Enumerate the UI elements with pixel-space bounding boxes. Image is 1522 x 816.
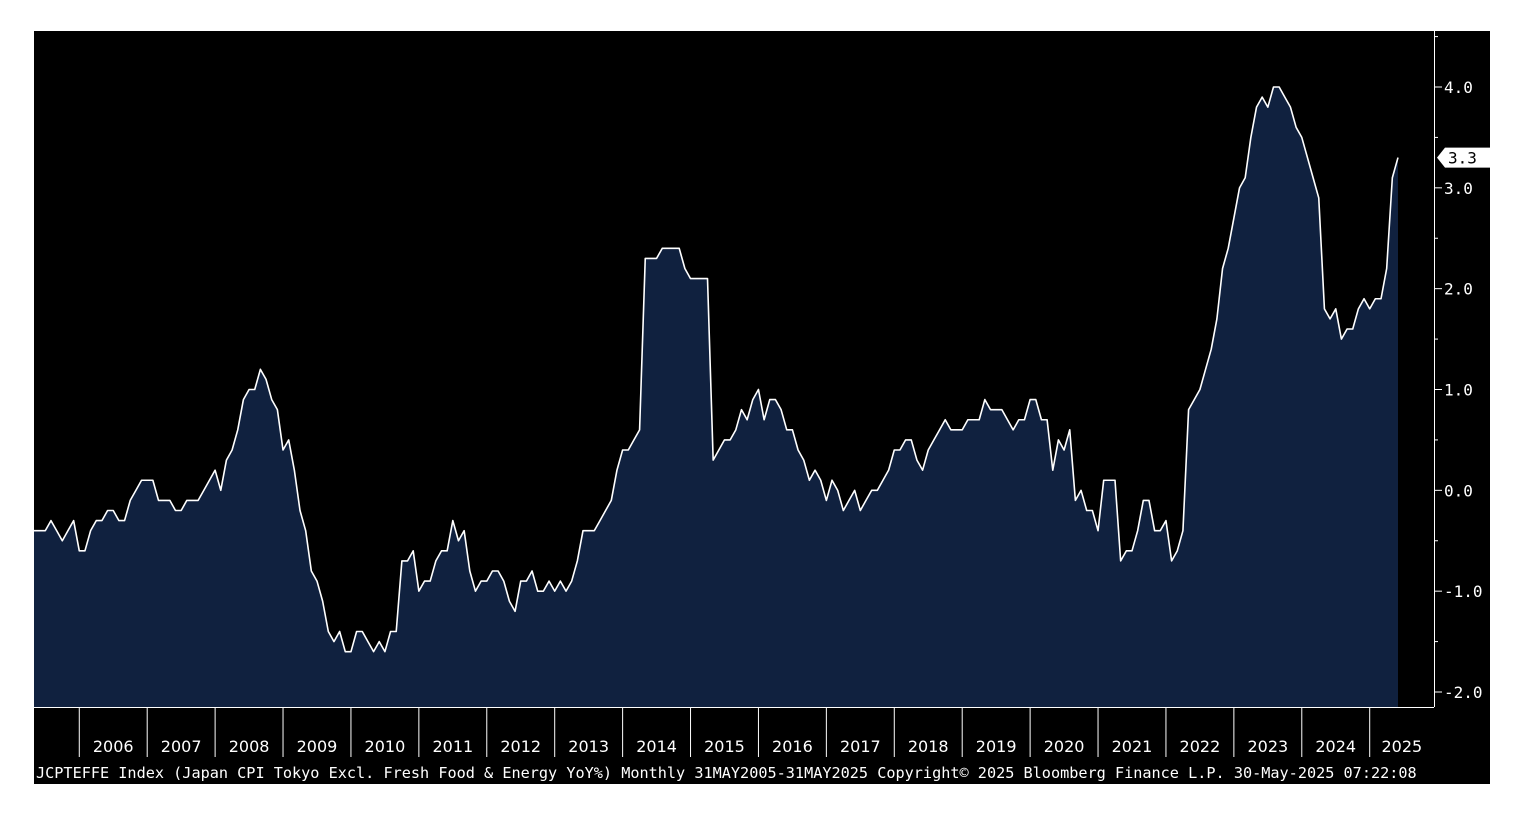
y-tick-label: 3.0 — [1444, 179, 1473, 198]
y-tick-label: 4.0 — [1444, 78, 1473, 97]
footer-caption: JCPTEFFE Index (Japan CPI Tokyo Excl. Fr… — [36, 764, 1417, 782]
chart: -2.0 -1.0 0.0 1.0 2.0 3.0 4.0 3.3 2006 2007 2008 20… — [34, 31, 1490, 757]
x-tick-label: 2017 — [840, 737, 881, 756]
last-value-label-box — [1437, 147, 1490, 168]
x-tick-label: 2008 — [229, 737, 270, 756]
y-tick-label: 1.0 — [1444, 381, 1473, 400]
last-value-label: 3.3 — [1448, 149, 1477, 168]
x-tick-label: 2013 — [568, 737, 609, 756]
x-tick-label: 2011 — [432, 737, 473, 756]
y-tick-label: -2.0 — [1444, 683, 1483, 702]
chart-frame: -2.0 -1.0 0.0 1.0 2.0 3.0 4.0 3.3 2006 2007 2008 20… — [34, 31, 1490, 784]
x-tick-label: 2010 — [365, 737, 406, 756]
y-tick-label: 2.0 — [1444, 280, 1473, 299]
x-tick-label: 2012 — [500, 737, 541, 756]
series-area — [34, 87, 1398, 707]
x-tick-label: 2019 — [976, 737, 1017, 756]
x-tick-label: 2024 — [1315, 737, 1356, 756]
x-tick-label: 2016 — [772, 737, 813, 756]
y-tick-label: -1.0 — [1444, 582, 1483, 601]
x-tick-label: 2018 — [908, 737, 949, 756]
x-tick-label: 2022 — [1180, 737, 1221, 756]
x-tick-label: 2007 — [161, 737, 202, 756]
y-tick-label: 0.0 — [1444, 481, 1473, 500]
x-tick-label: 2021 — [1112, 737, 1153, 756]
x-tick-label: 2009 — [297, 737, 338, 756]
x-tick-label: 2020 — [1044, 737, 1085, 756]
x-tick-label: 2015 — [704, 737, 745, 756]
series-line — [34, 86, 1399, 653]
x-tick-label: 2014 — [636, 737, 677, 756]
x-tick-label: 2006 — [93, 737, 134, 756]
x-tick-label: 2023 — [1247, 737, 1288, 756]
x-tick-label: 2025 — [1381, 737, 1422, 756]
